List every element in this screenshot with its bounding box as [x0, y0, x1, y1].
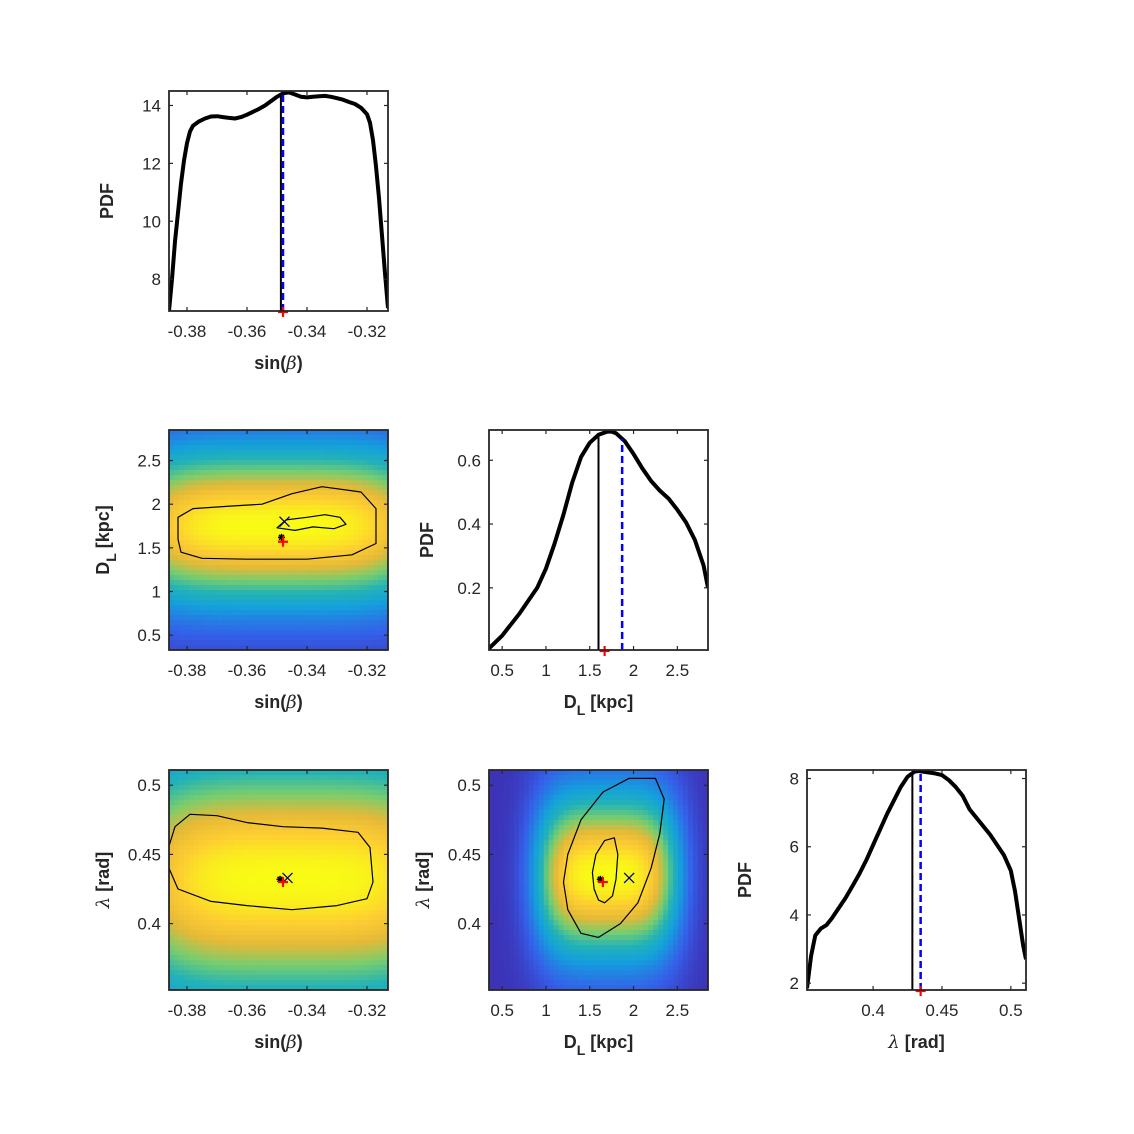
- x-tick-label: 1: [541, 1001, 550, 1020]
- x-tick-label: 0.5: [490, 1001, 514, 1020]
- y-axis-label: λ [rad]: [413, 852, 434, 909]
- x-tick-label: 1.5: [578, 1001, 602, 1020]
- contour-2: [591, 837, 619, 904]
- y-tick-label: 0.6: [457, 451, 481, 470]
- x-tick-label: -0.38: [168, 661, 207, 680]
- x-tick-label: 1.5: [578, 661, 602, 680]
- x-tick-label: 2: [629, 661, 638, 680]
- contour-1: [177, 486, 377, 560]
- y-tick-label: 1.5: [137, 539, 161, 558]
- x-tick-label: 2.5: [666, 1001, 690, 1020]
- x-tick-label: -0.38: [168, 322, 207, 341]
- y-axis-label: PDF: [735, 862, 755, 898]
- x-tick-label: 2.5: [666, 661, 690, 680]
- y-tick-label: 0.45: [448, 845, 481, 864]
- y-axis-label: DL [kpc]: [93, 505, 119, 575]
- x-tick-label: -0.32: [348, 322, 387, 341]
- x-tick-label: -0.34: [288, 1001, 327, 1020]
- true-value-marker: [278, 877, 288, 888]
- y-tick-label: 2: [152, 495, 161, 514]
- y-tick-label: 14: [142, 96, 161, 115]
- panel-p33: 0.4 0.45 0.5 2 4 6 8 λ [rad] PDF: [735, 769, 1027, 1053]
- contour-1: [169, 813, 374, 911]
- x-axis-label: DL [kpc]: [564, 692, 634, 718]
- y-axis-label: λ [rad]: [93, 852, 114, 909]
- x-tick-label: 2: [629, 1001, 638, 1020]
- true-value-marker: [278, 307, 288, 317]
- x-tick-label: -0.36: [228, 322, 267, 341]
- contour-1: [562, 777, 665, 939]
- x-tick-label: -0.32: [348, 1001, 387, 1020]
- panel-p11: -0.38 -0.36 -0.34 -0.32 8 10 12 14 sin(β) PDF: [97, 90, 389, 374]
- x-axis-label: sin(β): [254, 353, 302, 374]
- true-value-marker: [915, 986, 926, 996]
- y-tick-label: 0.4: [457, 915, 481, 934]
- panel-p32: 0.5 1 1.5 2 2.5 0.4 0.45 0.5 DL [kpc] λ [rad]: [413, 769, 709, 1058]
- pdf-curve: [169, 91, 388, 311]
- y-tick-label: 0.45: [128, 845, 161, 864]
- y-tick-label: 6: [790, 838, 799, 857]
- y-tick-label: 2: [790, 974, 799, 993]
- x-axis-label: sin(β): [254, 1032, 302, 1053]
- axes-box: [488, 769, 709, 991]
- y-tick-label: 0.4: [457, 515, 481, 534]
- x-tick-label: 0.4: [861, 1001, 885, 1020]
- axes-box: [168, 429, 389, 651]
- pdf-curve: [807, 770, 1026, 989]
- heatmap-field: [169, 770, 388, 990]
- heatmap-field: [169, 430, 388, 650]
- x-tick-label: 1: [541, 661, 550, 680]
- true-value-marker: [599, 646, 610, 656]
- x-tick-label: 0.5: [999, 1001, 1023, 1020]
- axes-box: [806, 769, 1027, 991]
- y-tick-label: 10: [142, 212, 161, 231]
- x-tick-label: -0.36: [228, 1001, 267, 1020]
- pdf-curve: [489, 430, 708, 650]
- y-axis-label: PDF: [417, 522, 437, 558]
- x-tick-label: 0.5: [490, 661, 514, 680]
- mean-marker: [279, 516, 290, 528]
- y-tick-label: 0.5: [137, 776, 161, 795]
- x-axis-label: DL [kpc]: [564, 1032, 634, 1058]
- y-tick-label: 2.5: [137, 452, 161, 471]
- contour-2: [276, 514, 347, 532]
- true-value-marker: [278, 536, 288, 547]
- panel-p31: -0.38 -0.36 -0.34 -0.32 0.4 0.45 0.5 sin(β) λ [r…: [93, 769, 389, 1053]
- y-tick-label: 4: [790, 906, 799, 925]
- x-axis-label: sin(β): [254, 692, 302, 713]
- x-tick-label: -0.36: [228, 661, 267, 680]
- y-tick-label: 8: [152, 270, 161, 289]
- y-tick-label: 0.4: [137, 915, 161, 934]
- y-tick-label: 0.5: [137, 626, 161, 645]
- x-tick-label: -0.34: [288, 322, 327, 341]
- x-tick-label: 0.45: [925, 1001, 958, 1020]
- y-tick-label: 12: [142, 154, 161, 173]
- y-tick-label: 1: [152, 583, 161, 602]
- x-tick-label: -0.38: [168, 1001, 207, 1020]
- axes-box: [488, 429, 709, 651]
- panel-p22: 0.5 1 1.5 2 2.5 0.2 0.4 0.6 DL [kpc] PDF: [417, 429, 709, 718]
- axes-box: [168, 769, 389, 991]
- y-axis-label: PDF: [97, 183, 117, 219]
- mean-marker: [623, 872, 635, 884]
- x-axis-label: λ [rad]: [887, 1032, 944, 1053]
- true-value-marker: [597, 877, 608, 888]
- axes-box: [168, 90, 389, 312]
- x-tick-label: -0.32: [348, 661, 387, 680]
- panel-p21: -0.38 -0.36 -0.34 -0.32 0.5 1 1.5 2 2.5 sin(β) DL …: [93, 429, 389, 713]
- x-tick-label: -0.34: [288, 661, 327, 680]
- y-tick-label: 8: [790, 770, 799, 789]
- y-tick-label: 0.5: [457, 776, 481, 795]
- y-tick-label: 0.2: [457, 579, 481, 598]
